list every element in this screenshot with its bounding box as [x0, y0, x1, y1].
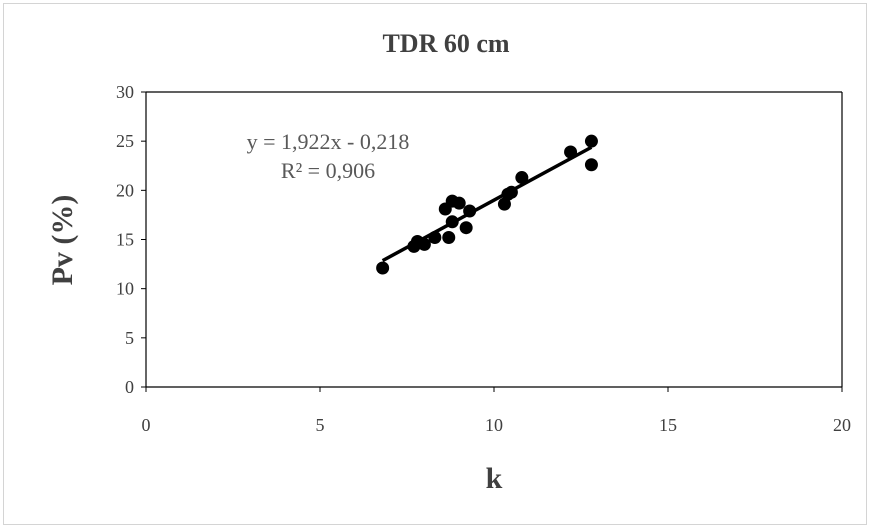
data-point	[376, 261, 390, 275]
trendline-equation: y = 1,922x - 0,218	[247, 129, 410, 154]
y-tick-label: 20	[116, 180, 134, 200]
x-tick-label: 20	[833, 415, 851, 435]
data-point	[442, 231, 456, 245]
data-point	[497, 197, 511, 211]
x-tick-label: 0	[142, 415, 151, 435]
data-point	[459, 221, 473, 235]
data-point	[452, 196, 466, 210]
data-point	[428, 231, 442, 245]
data-point	[445, 215, 459, 229]
r-squared-label: R² = 0,906	[281, 158, 375, 183]
data-point	[564, 145, 578, 159]
x-tick-label: 5	[316, 415, 325, 435]
x-axis-label: k	[486, 462, 503, 495]
chart-title: TDR 60 cm	[382, 29, 509, 58]
x-tick-label: 15	[659, 415, 677, 435]
y-tick-label: 5	[125, 328, 134, 348]
y-tick-label: 0	[125, 377, 134, 397]
y-tick-label: 30	[116, 82, 134, 102]
data-points	[376, 134, 598, 275]
x-tick-label: 10	[485, 415, 503, 435]
data-point	[463, 204, 477, 218]
ticks: 0 5 10 15 20 25 30 0 5 10 15 20	[116, 82, 851, 435]
y-axis-label: Pv (%)	[46, 195, 79, 286]
data-point	[417, 237, 431, 251]
data-point	[584, 134, 598, 148]
y-tick-label: 10	[116, 279, 134, 299]
chart-frame	[3, 3, 867, 525]
y-tick-label: 15	[116, 230, 134, 250]
data-point	[504, 185, 518, 199]
data-point	[584, 158, 598, 172]
y-tick-label: 25	[116, 131, 134, 151]
data-point	[515, 171, 529, 185]
